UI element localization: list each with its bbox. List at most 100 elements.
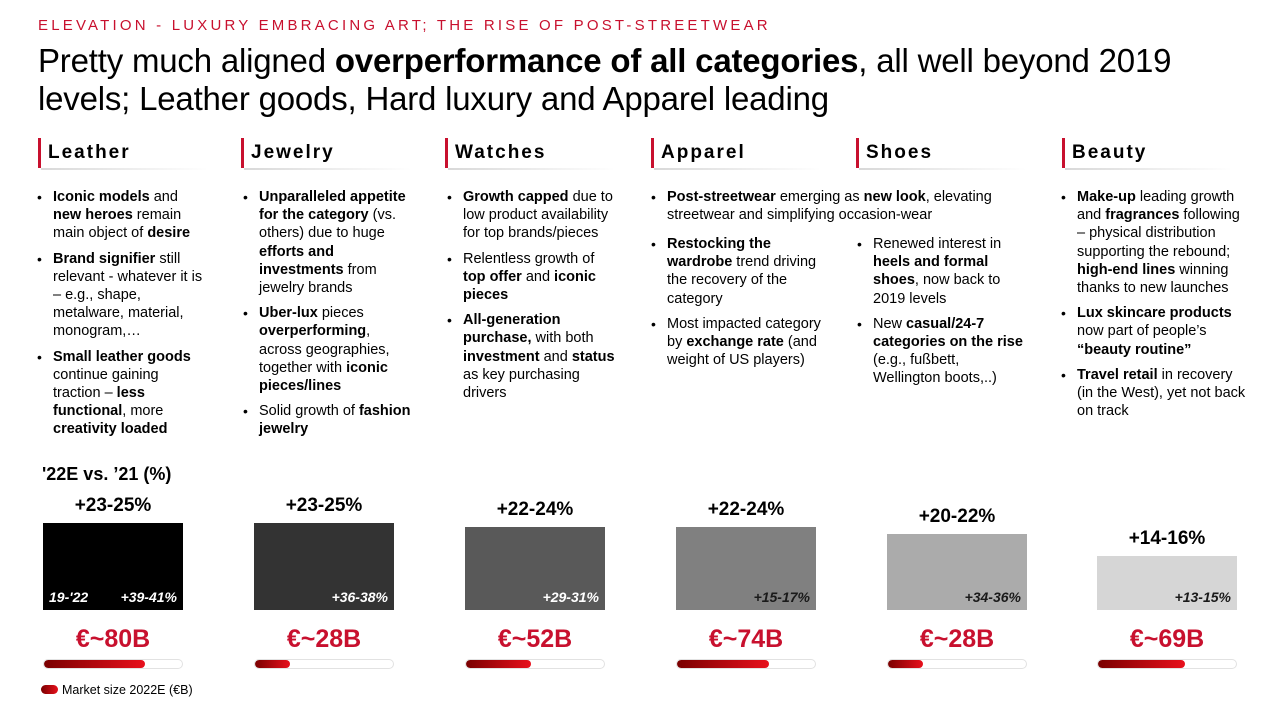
market-size-gauge-fill (255, 660, 290, 668)
bullet-bold-text: iconic pieces/lines (259, 359, 388, 395)
bullet-item: Make-up leading growth and fragrances fo… (1061, 188, 1246, 297)
bullet-text: Most impacted category by (667, 315, 821, 351)
market-size-gauge-fill (466, 660, 531, 668)
bullet-bold-text: overperforming (259, 323, 367, 340)
bar-2019-growth-label: +29-31% (542, 589, 599, 605)
bullet-item: Lux skincare products now part of people… (1061, 304, 1246, 359)
market-size-label: €~80B (75, 625, 151, 653)
category-header-watches: Watches (445, 138, 615, 170)
bar: +34-36% (887, 534, 1027, 610)
bullet-text: from jewelry brands (259, 261, 377, 297)
bullet-bold-text: Restocking the wardrobe (667, 236, 771, 271)
bullet-bold-text: fragrances (1105, 207, 1180, 224)
leather-bullets: Iconic models and new heroes remain main… (37, 188, 207, 446)
bar: +36-38% (254, 523, 394, 610)
bullet-item: Small leather goods continue gaining tra… (37, 348, 207, 439)
bullet-bold-text: exchange rate (686, 334, 784, 351)
legend-swatch (41, 685, 58, 695)
bullet-bold-text: new look (863, 189, 926, 205)
bullet-item: Uber-lux pieces overperforming, across g… (243, 304, 413, 395)
bullet-item: Travel retail in recovery (in the West),… (1061, 366, 1246, 421)
bullet-text: and (149, 189, 178, 205)
bullet-bold-text: less functional (53, 385, 145, 420)
chart-title: '22E vs. ’21 (%) (42, 464, 172, 484)
bullet-item: Post-streetwear emerging as new look, el… (651, 188, 1031, 224)
bullet-bold-text: casual/24-7 categories on the rise (873, 315, 1023, 351)
bar-value-label: +23-25% (285, 495, 363, 516)
market-size-label: €~69B (1129, 625, 1205, 653)
bullet-bold-text: desire (147, 225, 191, 242)
bar: +15-17% (676, 527, 816, 610)
bar-period-tag: 19-'22 (49, 589, 89, 605)
bullet-text: now part of people’s (1077, 323, 1207, 340)
market-size-gauge-fill (888, 660, 923, 668)
headline-part2: , all well beyond 2019 levels; Leather g… (38, 42, 1172, 117)
apparel-top-bullets: Post-streetwear emerging as new look, el… (651, 188, 1031, 231)
bullet-text: following – physical distribution suppor… (1077, 207, 1240, 260)
bullet-bold-text: status (571, 348, 615, 365)
bullet-bold-text: Uber-lux (259, 305, 318, 322)
bullet-text: , elevating streetwear and simplifying o… (667, 189, 992, 224)
bar-value-label: +14-16% (1128, 528, 1206, 549)
bullet-text: Relentless growth of (463, 250, 595, 267)
bullet-bold-text: Post-streetwear (667, 189, 776, 205)
bar-value-label: +22-24% (707, 499, 785, 520)
category-header-beauty: Beauty (1062, 138, 1232, 170)
bullet-item: Iconic models and new heroes remain main… (37, 188, 207, 243)
market-size-label: €~28B (286, 625, 362, 653)
bullet-bold-text: All-generation purchase, (463, 312, 561, 347)
bar-2019-growth-label: +34-36% (964, 589, 1021, 605)
bullet-bold-text: Iconic models (53, 189, 150, 205)
headline: Pretty much aligned overperformance of a… (38, 42, 1238, 118)
bullet-bold-text: Unparalleled appetite for the category (259, 189, 406, 224)
bullet-bold-text: “beauty routine” (1077, 341, 1192, 358)
bullet-text: trend driving the recovery of the catego… (667, 254, 817, 307)
bullet-text: , now back to 2019 levels (873, 272, 1001, 307)
bullet-item: All-generation purchase, with both inves… (447, 311, 617, 402)
bullet-text: pieces (317, 305, 364, 322)
bullet-text: and (539, 348, 572, 365)
bullet-item: Renewed interest in heels and formal sho… (857, 235, 1027, 308)
shoes-bullets: Renewed interest in heels and formal sho… (857, 235, 1027, 395)
bullet-text: as key purchasing drivers (463, 366, 580, 402)
market-size-gauge (465, 659, 605, 669)
bullet-item: Growth capped due to low product availab… (447, 188, 617, 243)
bullet-item: Restocking the wardrobe trend driving th… (651, 235, 831, 308)
bullet-text: in recovery (in the West), yet not back … (1077, 366, 1246, 420)
market-size-gauge-fill (1098, 660, 1185, 668)
category-header-leather: Leather (38, 138, 208, 170)
bullet-text: emerging as (775, 189, 864, 205)
market-size-label: €~28B (919, 625, 995, 653)
bullet-text: still relevant - whatever it is – e.g., … (53, 250, 203, 340)
bullet-text: (and weight of US players) (667, 334, 817, 369)
bullet-bold-text: top offer (463, 268, 522, 285)
bullet-bold-text: investment (463, 348, 540, 365)
bullet-text: Renewed interest in (873, 236, 1002, 252)
bullet-text: with both (531, 330, 594, 347)
bullet-bold-text: Small leather goods (53, 348, 191, 365)
bullet-text: , more (122, 403, 164, 420)
bar-2019-growth-label: +13-15% (1174, 589, 1231, 605)
bullet-item: Most impacted category by exchange rate … (651, 315, 831, 370)
market-size-label: €~74B (708, 625, 784, 653)
bullet-item: Solid growth of fashion jewelry (243, 402, 413, 438)
bar-2019-growth-label: +15-17% (753, 589, 810, 605)
market-size-gauge (1097, 659, 1237, 669)
market-size-gauge (887, 659, 1027, 669)
bullet-item: Unparalleled appetite for the category (… (243, 188, 413, 297)
apparel-bullets: Restocking the wardrobe trend driving th… (651, 235, 831, 376)
bar-value-label: +20-22% (918, 506, 996, 527)
bullet-bold-text: efforts and investments (259, 243, 344, 278)
jewelry-bullets: Unparalleled appetite for the category (… (243, 188, 413, 446)
bullet-bold-text: creativity loaded (53, 421, 168, 438)
category-header-jewelry: Jewelry (241, 138, 411, 170)
market-size-gauge (676, 659, 816, 669)
legend-label: Market size 2022E (€B) (62, 683, 193, 697)
bullet-bold-text: Make-up (1077, 189, 1136, 205)
bullet-bold-text: fashion jewelry (259, 403, 411, 438)
bar: +13-15% (1097, 556, 1237, 610)
bullet-bold-text: Travel retail (1077, 366, 1158, 383)
beauty-bullets: Make-up leading growth and fragrances fo… (1061, 188, 1246, 427)
bullet-text: New (873, 315, 907, 332)
bar-2019-growth-label: +39-41% (120, 589, 177, 605)
